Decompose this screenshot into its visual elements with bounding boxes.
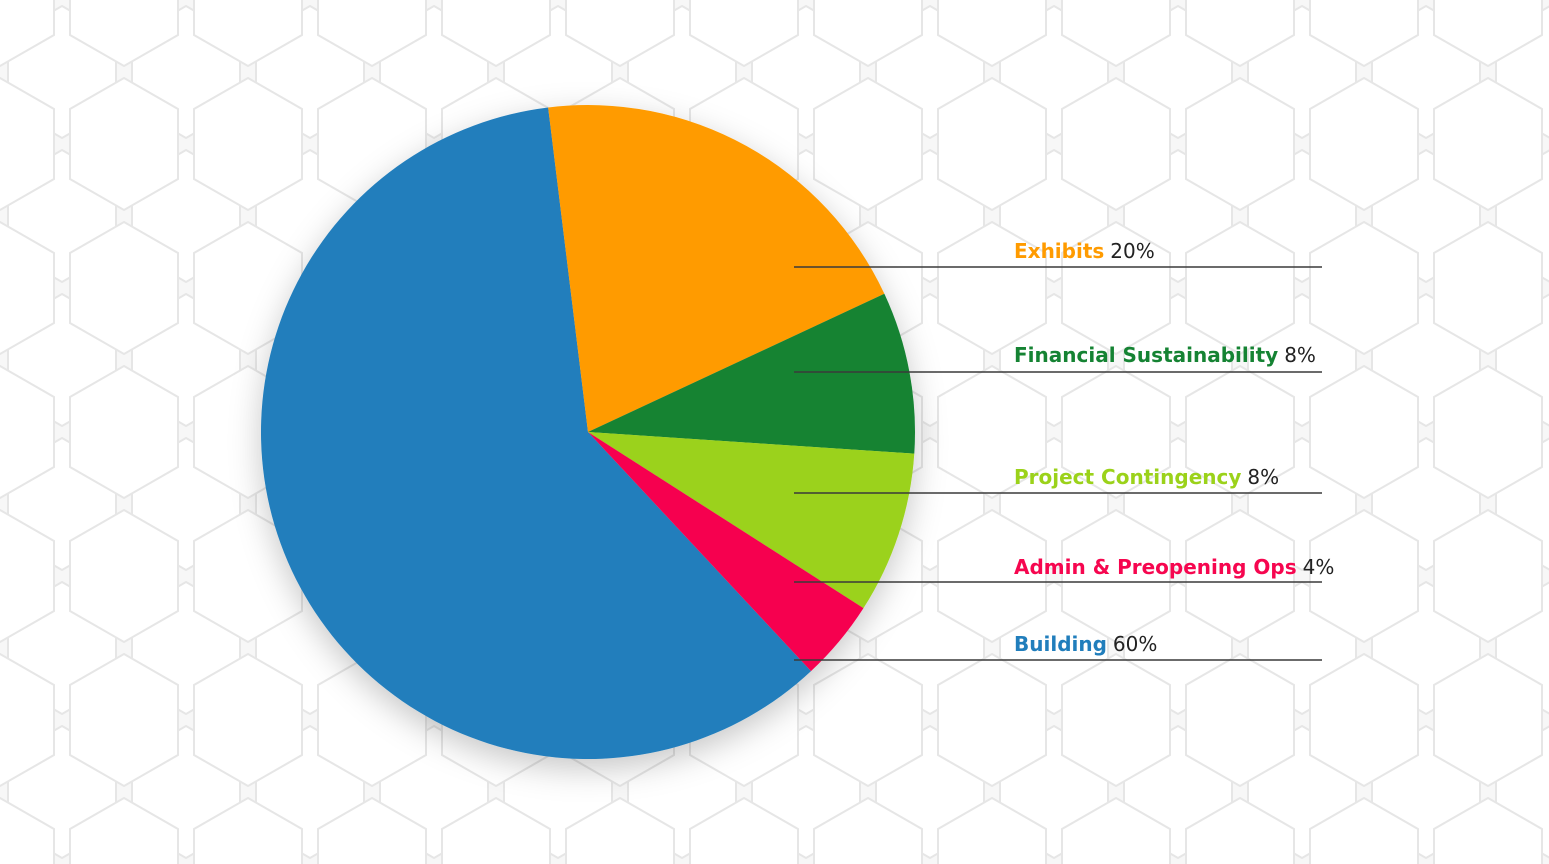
pie-slices — [260, 105, 915, 760]
legend-label: Project Contingency 8% — [1014, 465, 1279, 489]
legend-label: Admin & Preopening Ops 4% — [1014, 555, 1334, 579]
legend-label-name: Exhibits — [1014, 239, 1104, 263]
legend-item-project-contingency: Project Contingency 8% — [794, 465, 1322, 494]
legend-label-name: Admin & Preopening Ops — [1014, 555, 1297, 579]
pie-slice-building — [260, 107, 812, 760]
legend: Exhibits 20%Financial Sustainability 8%Pro… — [794, 239, 1334, 661]
legend-label: Building 60% — [1014, 632, 1157, 656]
pie-slice-exhibits — [548, 105, 885, 433]
legend-label-name: Financial Sustainability — [1014, 343, 1278, 367]
legend-label: Financial Sustainability 8% — [1014, 343, 1316, 367]
legend-label-value: 4% — [1303, 555, 1335, 579]
legend-label-value: 8% — [1284, 343, 1316, 367]
legend-item-admin-preopening-ops: Admin & Preopening Ops 4% — [794, 555, 1334, 583]
legend-item-financial-sustainability: Financial Sustainability 8% — [794, 343, 1322, 373]
pie-slice-admin-preopening-ops — [588, 432, 864, 672]
legend-label: Exhibits 20% — [1014, 239, 1155, 263]
legend-label-value: 8% — [1247, 465, 1279, 489]
legend-label-value: 20% — [1110, 239, 1154, 263]
legend-label-value: 60% — [1113, 632, 1157, 656]
legend-item-exhibits: Exhibits 20% — [794, 239, 1322, 268]
legend-label-name: Project Contingency — [1014, 465, 1241, 489]
pie-slice-financial-sustainability — [588, 293, 915, 454]
legend-label-name: Building — [1014, 632, 1107, 656]
pie-slice-project-contingency — [588, 432, 915, 609]
legend-item-building: Building 60% — [794, 632, 1322, 661]
